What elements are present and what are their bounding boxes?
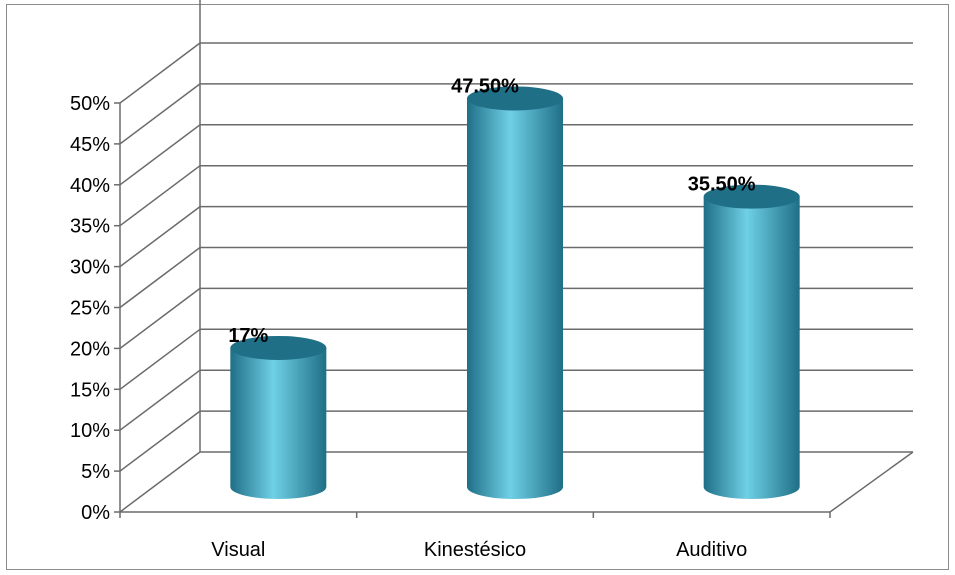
- y-tick-label: 35%: [70, 216, 110, 238]
- y-tick-label: 50%: [70, 93, 110, 115]
- bars: [230, 86, 800, 500]
- y-tick-label: 20%: [70, 338, 110, 360]
- y-tick-label: 40%: [70, 175, 110, 197]
- side-gridline: [119, 42, 201, 104]
- cylinder-bar: [467, 86, 563, 499]
- data-label: 17%: [228, 325, 268, 347]
- cylinder-top: [703, 184, 800, 209]
- side-gridline: [119, 287, 201, 349]
- data-labels: 17% 47.50% 35.50%: [228, 75, 755, 346]
- data-label: 47.50%: [451, 75, 519, 97]
- y-tick-label: 10%: [70, 420, 110, 442]
- cylinder-bar: [703, 184, 800, 500]
- data-label: 35.50%: [688, 174, 756, 196]
- side-gridline: [119, 124, 201, 186]
- cylinder-body: [467, 98, 563, 499]
- side-gridline: [119, 451, 201, 513]
- cylinder-top: [230, 335, 327, 360]
- y-tick-label: 30%: [70, 257, 110, 279]
- cylinder-body: [703, 196, 800, 500]
- side-gridline: [119, 206, 201, 268]
- x-axis-categories: Visual Kinestésico Auditivo: [119, 512, 831, 561]
- x-category-label: Visual: [211, 539, 265, 561]
- cylinder-top: [467, 86, 563, 111]
- y-tick-label: 0%: [81, 502, 110, 524]
- side-gridline: [119, 246, 201, 309]
- side-gridline: [119, 328, 201, 390]
- y-tick-label: 45%: [70, 134, 110, 156]
- y-axis-ticks: 0% 5% 10% 15% 20% 25% 30% 35% 40% 45% 50%: [70, 93, 120, 524]
- floor-edge: [829, 451, 914, 513]
- y-tick-label: 25%: [70, 298, 110, 320]
- cylinder-bar: [230, 335, 327, 500]
- side-gridline: [119, 165, 201, 227]
- x-category-label: Auditivo: [676, 539, 747, 561]
- side-gridline: [119, 410, 201, 472]
- side-gridline: [119, 83, 201, 145]
- cylinder-body: [230, 347, 327, 500]
- side-gridline: [119, 369, 201, 431]
- y-tick-label: 5%: [81, 461, 110, 483]
- y-tick-label: 15%: [70, 379, 110, 401]
- x-category-label: Kinestésico: [424, 539, 526, 561]
